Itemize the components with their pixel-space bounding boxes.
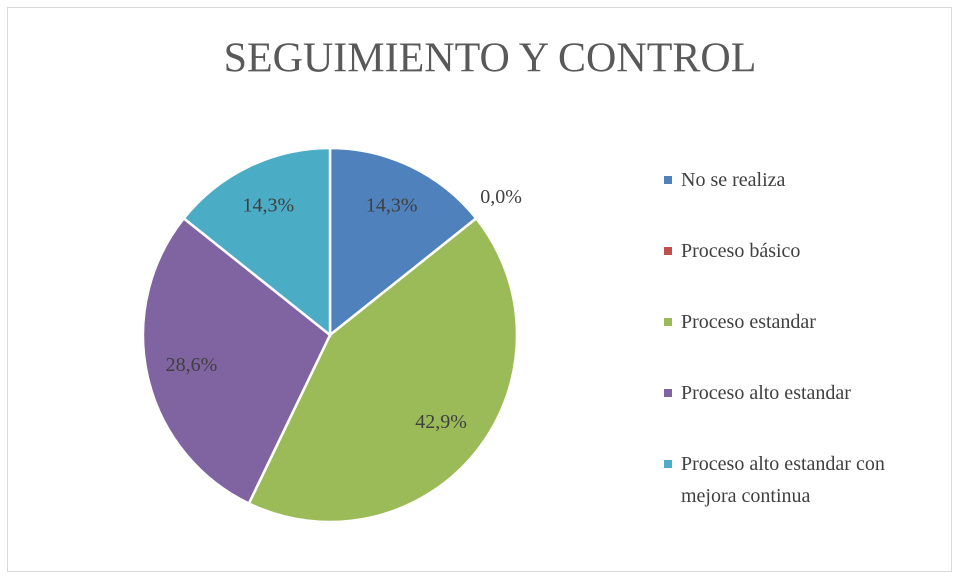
data-label: 28,6% (166, 354, 218, 376)
legend-item: Proceso básico (664, 235, 924, 306)
legend-swatch (664, 318, 672, 326)
legend-label: Proceso alto estandar (681, 382, 851, 404)
legend-label: Proceso básico (681, 240, 801, 262)
data-label: 42,9% (415, 411, 467, 433)
legend-label: Proceso alto estandar con mejora continu… (681, 453, 885, 507)
data-label: 14,3% (243, 195, 295, 217)
legend: No se realiza Proceso básico Proceso estan… (664, 164, 924, 519)
legend-swatch (664, 247, 672, 255)
pie-slice (141, 216, 332, 506)
pie-slice (182, 146, 332, 338)
legend-swatch (664, 176, 672, 184)
data-label: 0,0% (480, 186, 522, 208)
legend-label: No se realiza (681, 169, 786, 191)
legend-item: Proceso alto estandar con mejora continu… (664, 448, 924, 519)
data-label: 14,3% (366, 195, 418, 217)
chart-title: SEGUIMIENTO Y CONTROL (224, 36, 757, 82)
pie-slice (247, 216, 519, 524)
pie-slice (328, 146, 478, 338)
legend-swatch (664, 460, 672, 468)
legend-label: Proceso estandar (681, 311, 816, 333)
legend-item: No se realiza (664, 164, 924, 235)
legend-item: Proceso alto estandar (664, 377, 924, 448)
legend-swatch (664, 389, 672, 397)
legend-item: Proceso estandar (664, 306, 924, 377)
